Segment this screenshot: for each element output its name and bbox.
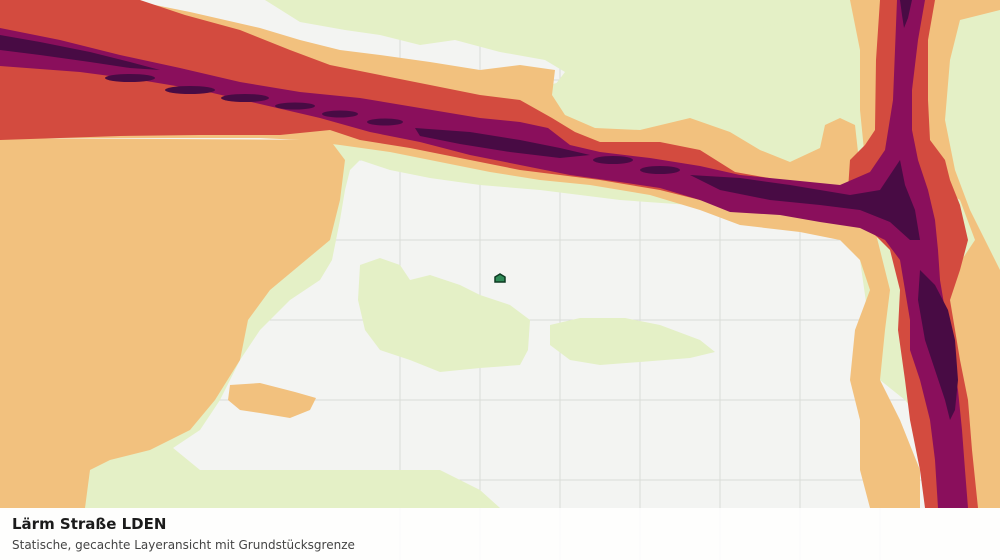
parcel-boundary[interactable] — [494, 273, 506, 283]
map-caption: Lärm Straße LDEN Statische, gecachte Lay… — [0, 508, 1000, 560]
noise-band-5 — [0, 0, 958, 420]
noise-band-4 — [0, 0, 968, 508]
map-subtitle: Statische, gecachte Layeransicht mit Gru… — [12, 538, 355, 552]
map-title: Lärm Straße LDEN — [12, 515, 167, 533]
parcel-polygon[interactable] — [494, 273, 506, 283]
noise-band-3 — [0, 0, 978, 508]
